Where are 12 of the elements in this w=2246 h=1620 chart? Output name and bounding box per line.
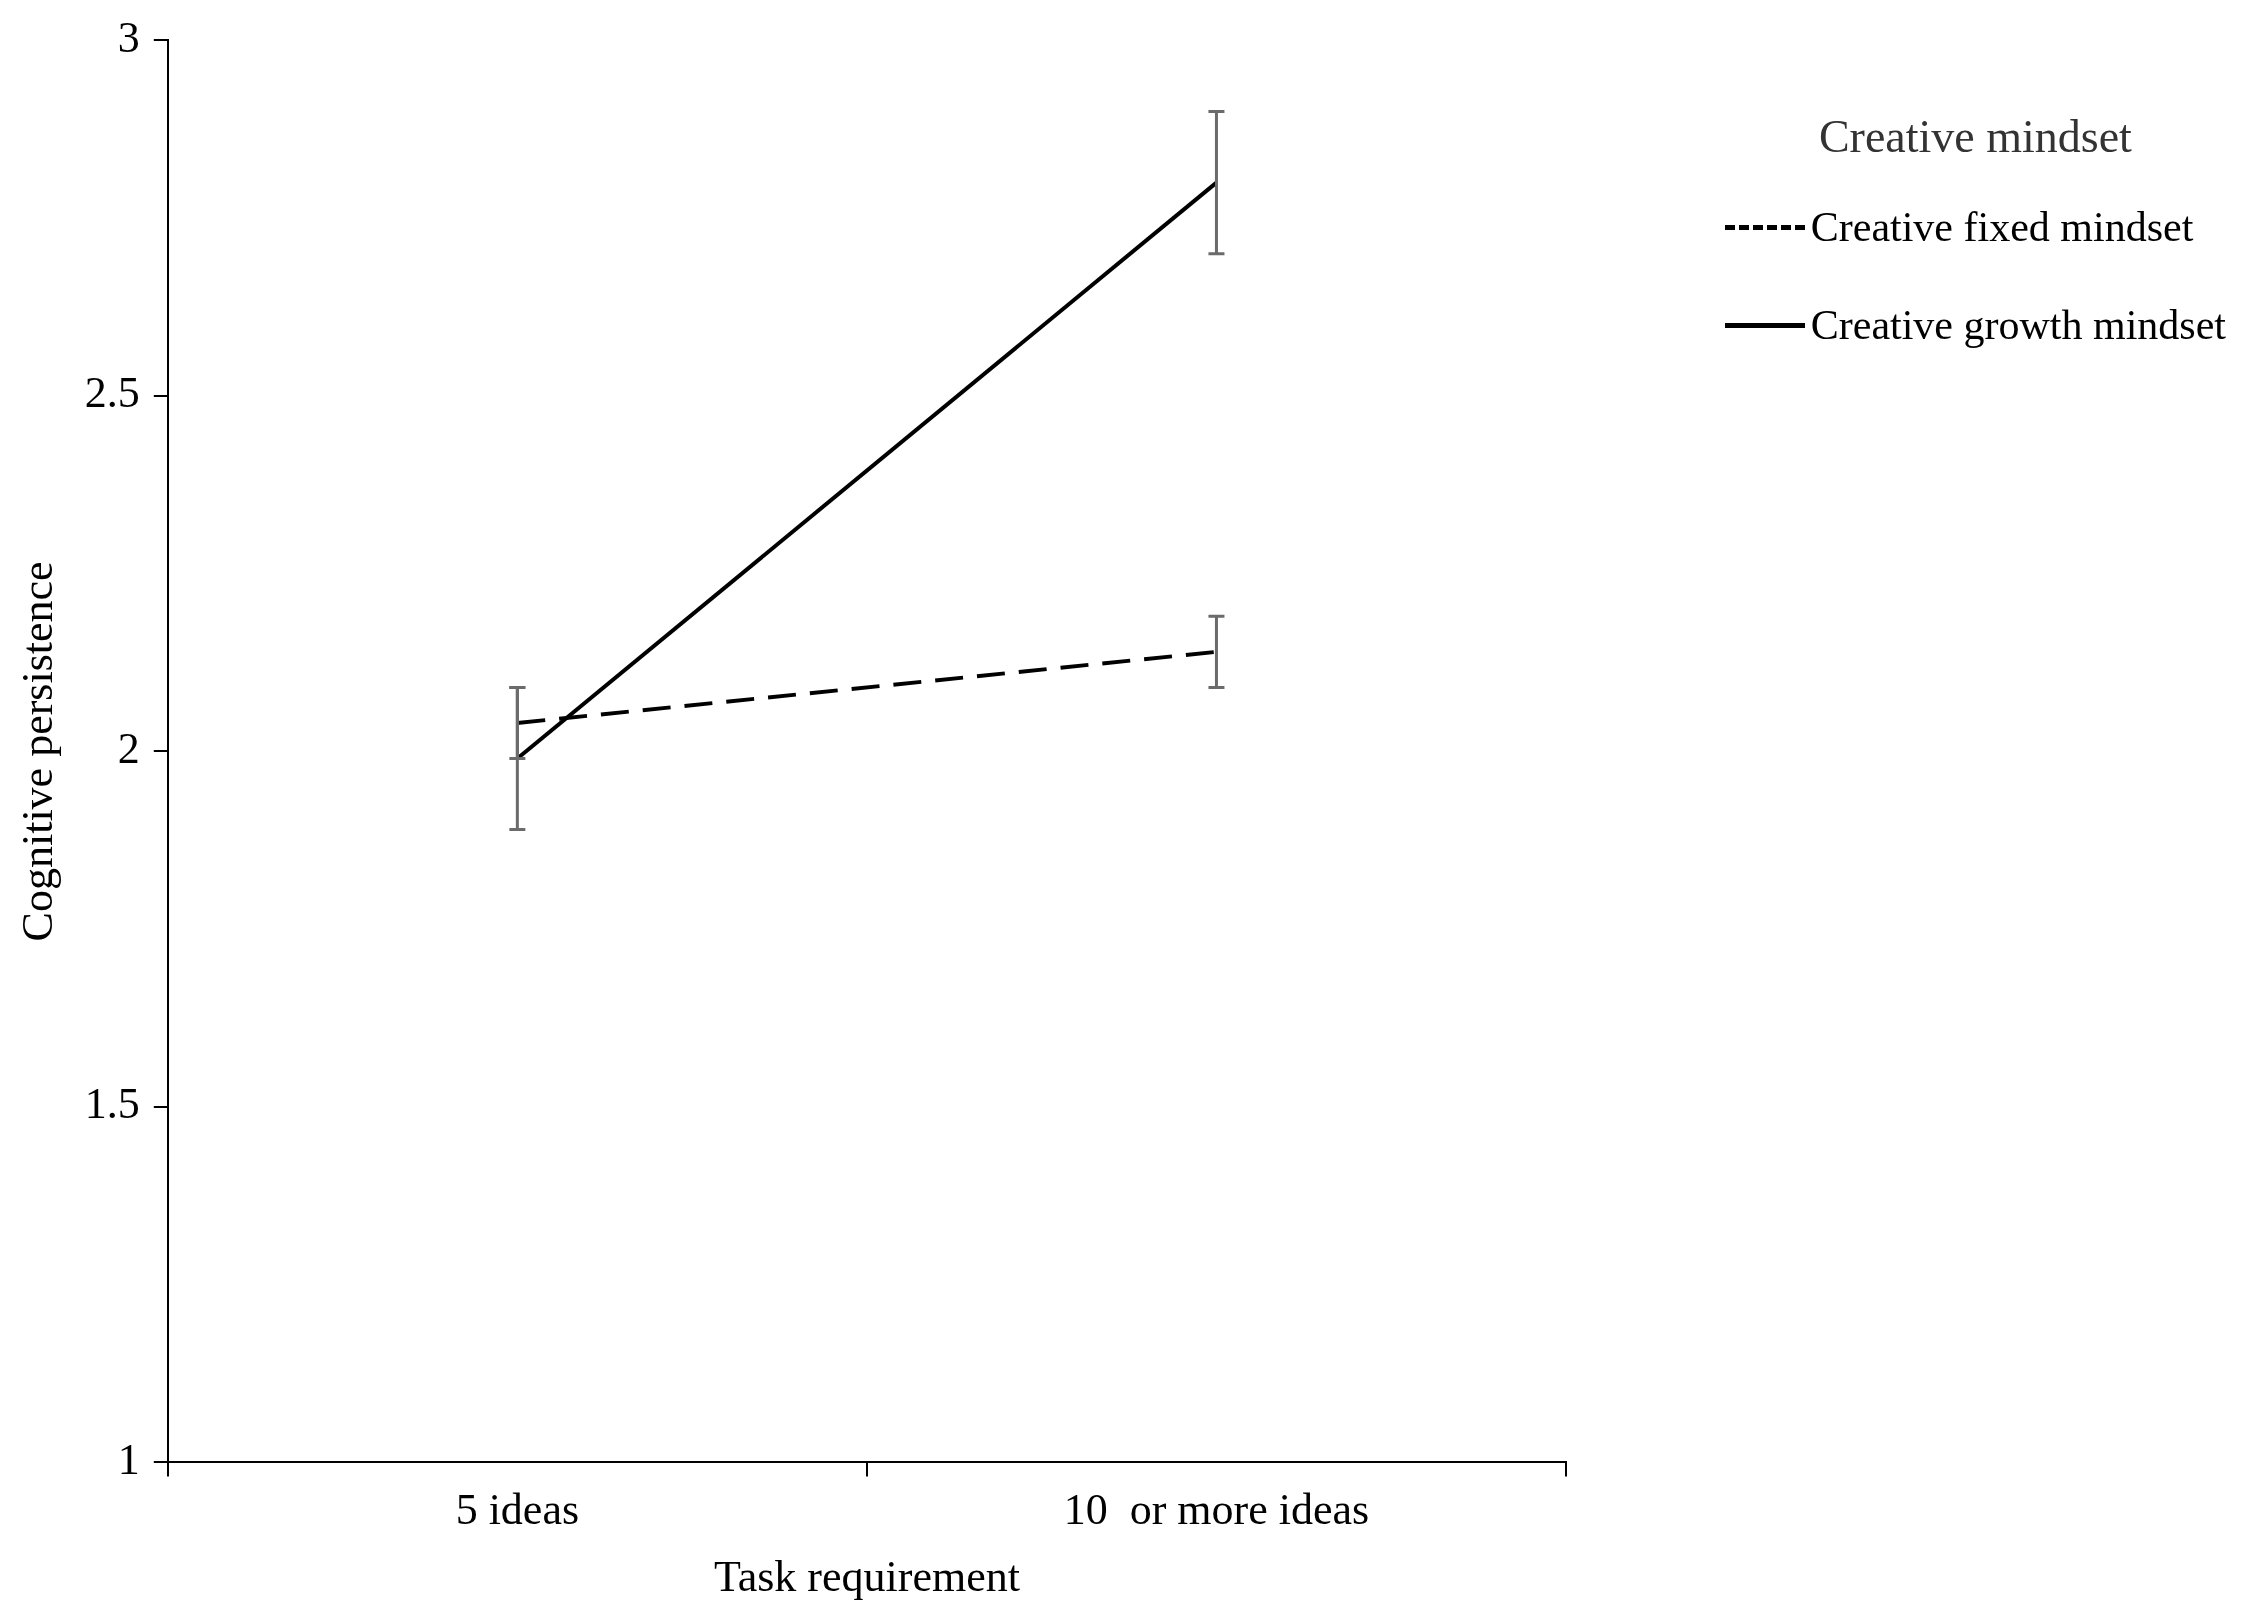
y-tick-label: 3 [117, 12, 140, 62]
y-tick-label: 2 [117, 723, 140, 773]
x-axis-title: Task requirement [713, 1552, 1020, 1602]
y-tick-label: 1.5 [84, 1079, 140, 1129]
legend-title: Creative mindset [1817, 110, 2133, 163]
y-tick-label: 2.5 [84, 368, 140, 418]
x-tick-label: 10 or more ideas [1063, 1485, 1370, 1535]
x-tick-label: 5 ideas [455, 1485, 580, 1535]
y-axis-title: Cognitive persistence [12, 561, 62, 942]
legend-label: Creative growth mindset [1810, 301, 2226, 349]
y-tick-label: 1 [117, 1434, 140, 1484]
legend-label: Creative fixed mindset [1810, 203, 2194, 251]
